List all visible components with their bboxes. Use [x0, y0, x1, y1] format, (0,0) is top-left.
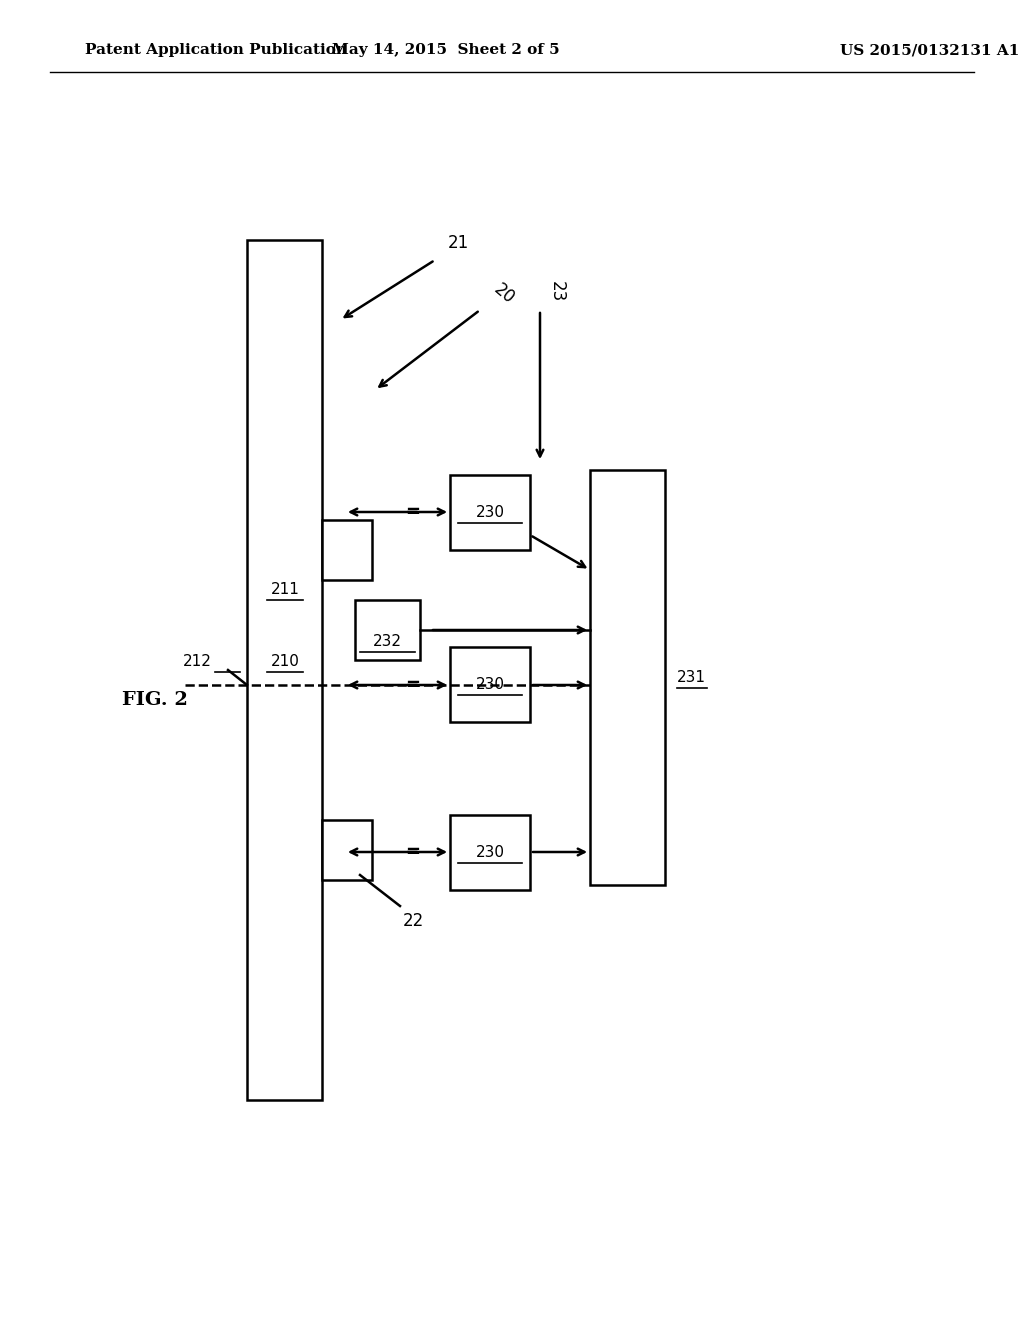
Text: 21: 21 [449, 234, 469, 252]
Text: 212: 212 [183, 655, 212, 669]
Text: FIG. 2: FIG. 2 [122, 690, 188, 709]
Text: US 2015/0132131 A1: US 2015/0132131 A1 [840, 44, 1019, 57]
Bar [450, 814, 530, 890]
Text: 211: 211 [270, 582, 299, 598]
Bar [590, 470, 665, 884]
Text: 230: 230 [475, 506, 505, 520]
Bar [355, 601, 420, 660]
Bar [450, 475, 530, 550]
Text: 23: 23 [548, 281, 566, 302]
Text: =: = [406, 503, 421, 521]
Text: Patent Application Publication: Patent Application Publication [85, 44, 347, 57]
Text: 232: 232 [373, 635, 402, 649]
Text: 20: 20 [490, 281, 518, 308]
Bar [322, 520, 372, 579]
Text: 22: 22 [403, 912, 424, 931]
Bar [322, 820, 372, 880]
Text: 231: 231 [677, 671, 706, 685]
Text: =: = [406, 843, 421, 861]
Bar [450, 647, 530, 722]
Text: 230: 230 [475, 845, 505, 861]
Text: 210: 210 [270, 655, 299, 669]
Text: 230: 230 [475, 677, 505, 692]
Bar [247, 240, 322, 1100]
Text: =: = [406, 676, 421, 694]
Text: May 14, 2015  Sheet 2 of 5: May 14, 2015 Sheet 2 of 5 [332, 44, 560, 57]
